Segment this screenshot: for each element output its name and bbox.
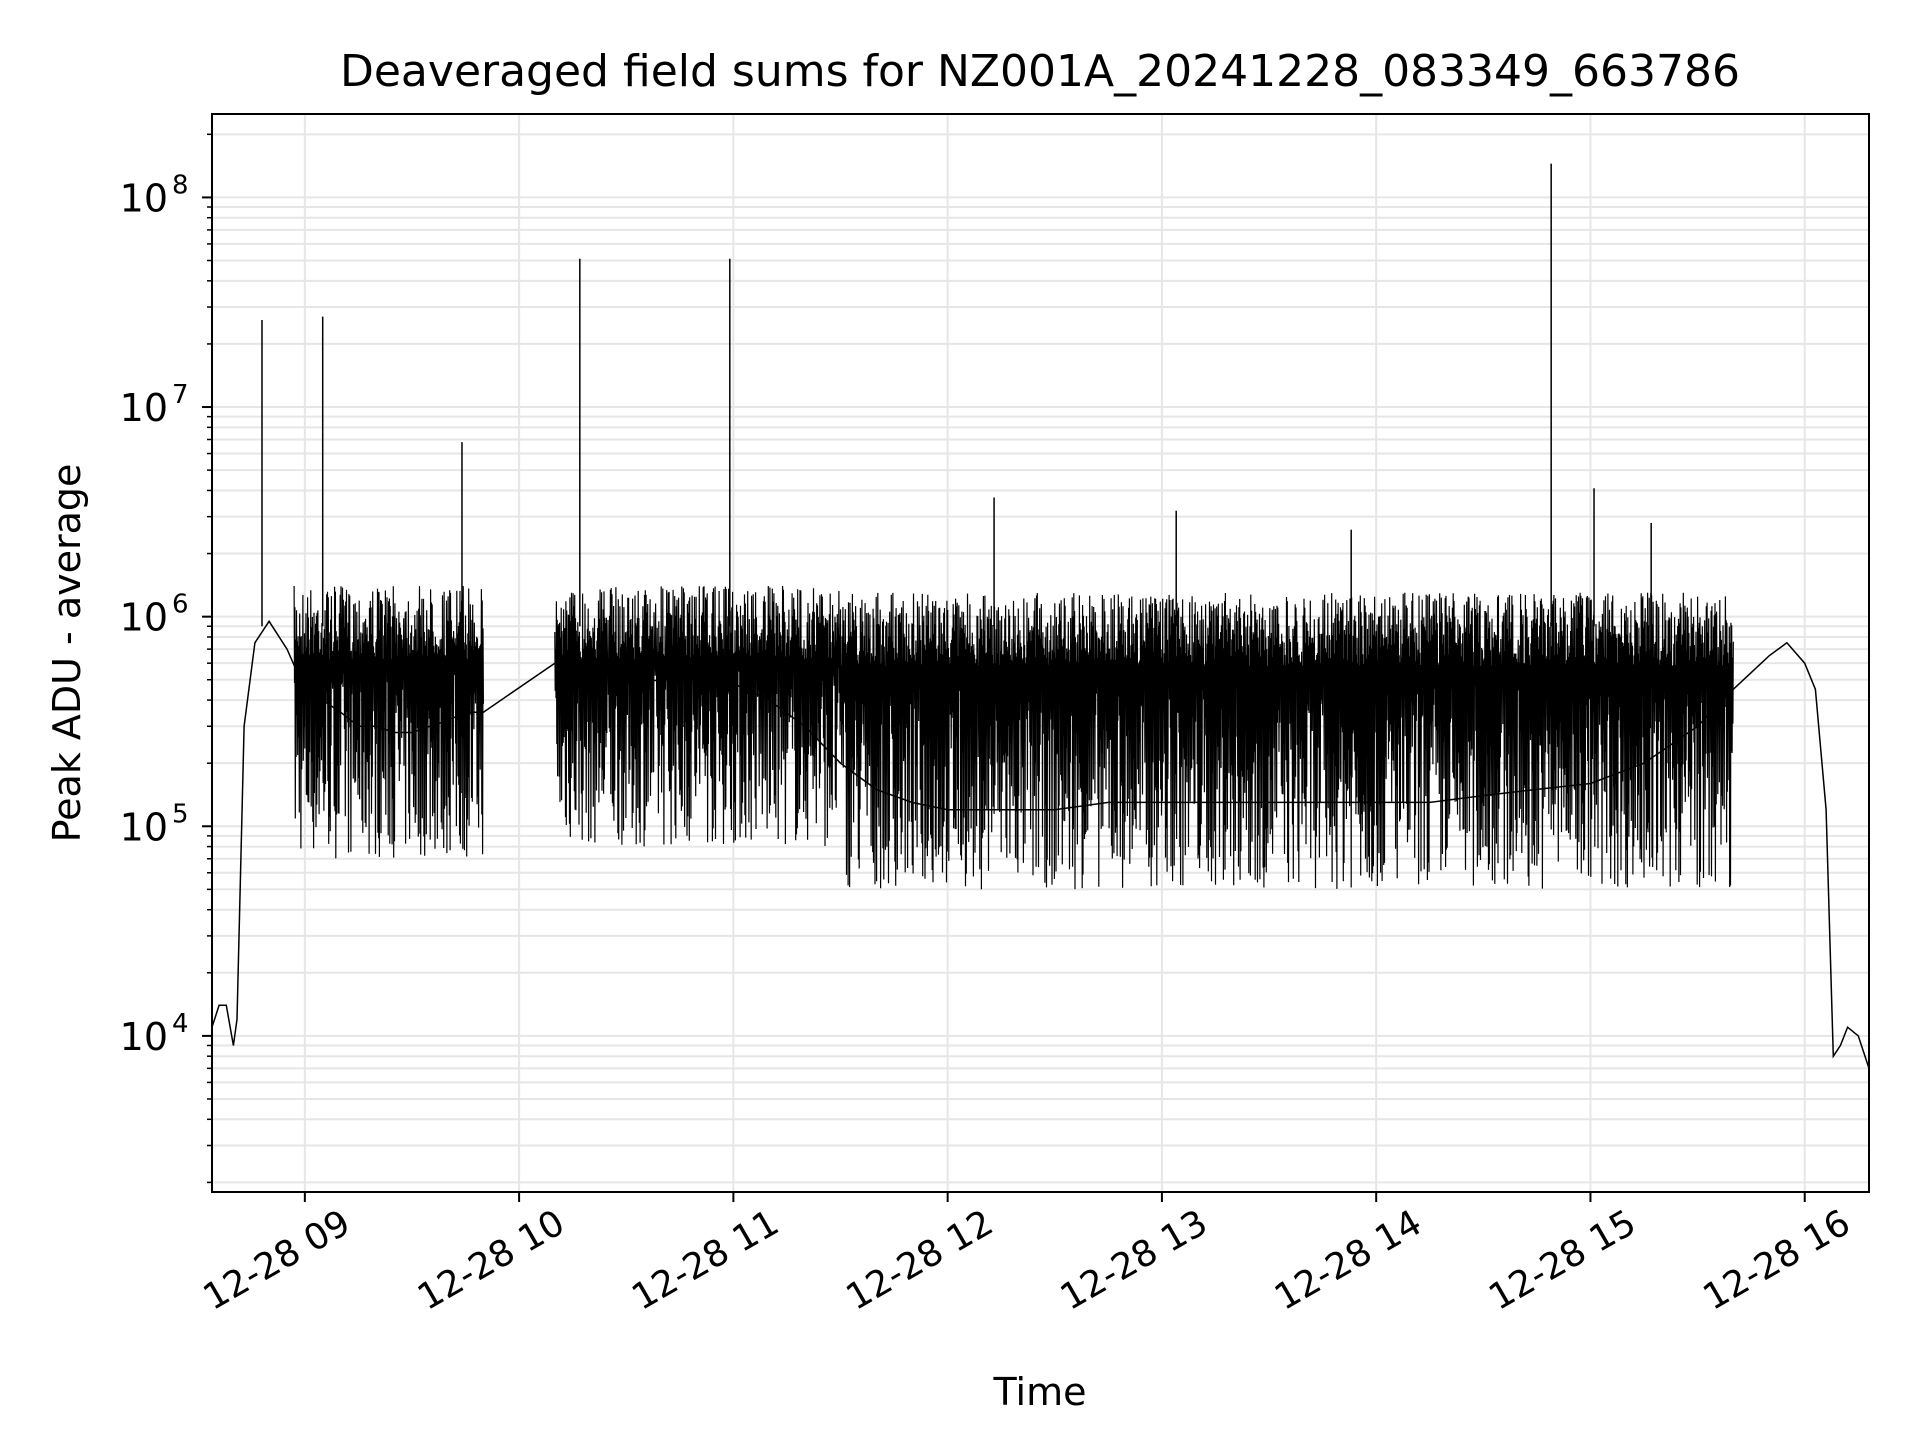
y-tick-exponent: 5 [172,799,189,829]
plot-frame [211,113,1870,1193]
y-tick-exponent: 4 [172,1009,189,1039]
y-tick-exponent: 7 [172,380,189,410]
series-band-1 [554,585,842,847]
y-tick-label: 10 [120,386,168,430]
series-band-0 [293,585,484,859]
plot-area [212,163,1869,1069]
series-layer [212,163,1869,1069]
y-tick-label: 10 [120,1015,168,1059]
y-tick-label: 10 [120,596,168,640]
y-tick-exponent: 6 [172,590,189,620]
y-axis-label: Peak ADU - average [45,464,89,843]
x-axis-label: Time [993,1370,1087,1414]
grid [212,114,1869,1192]
y-tick-label: 10 [120,805,168,849]
chart-title: Deaveraged field sums for NZ001A_2024122… [340,46,1740,97]
y-tick-label: 10 [120,176,168,220]
series-band-2 [839,592,1734,890]
y-tick-exponent: 8 [172,170,189,200]
